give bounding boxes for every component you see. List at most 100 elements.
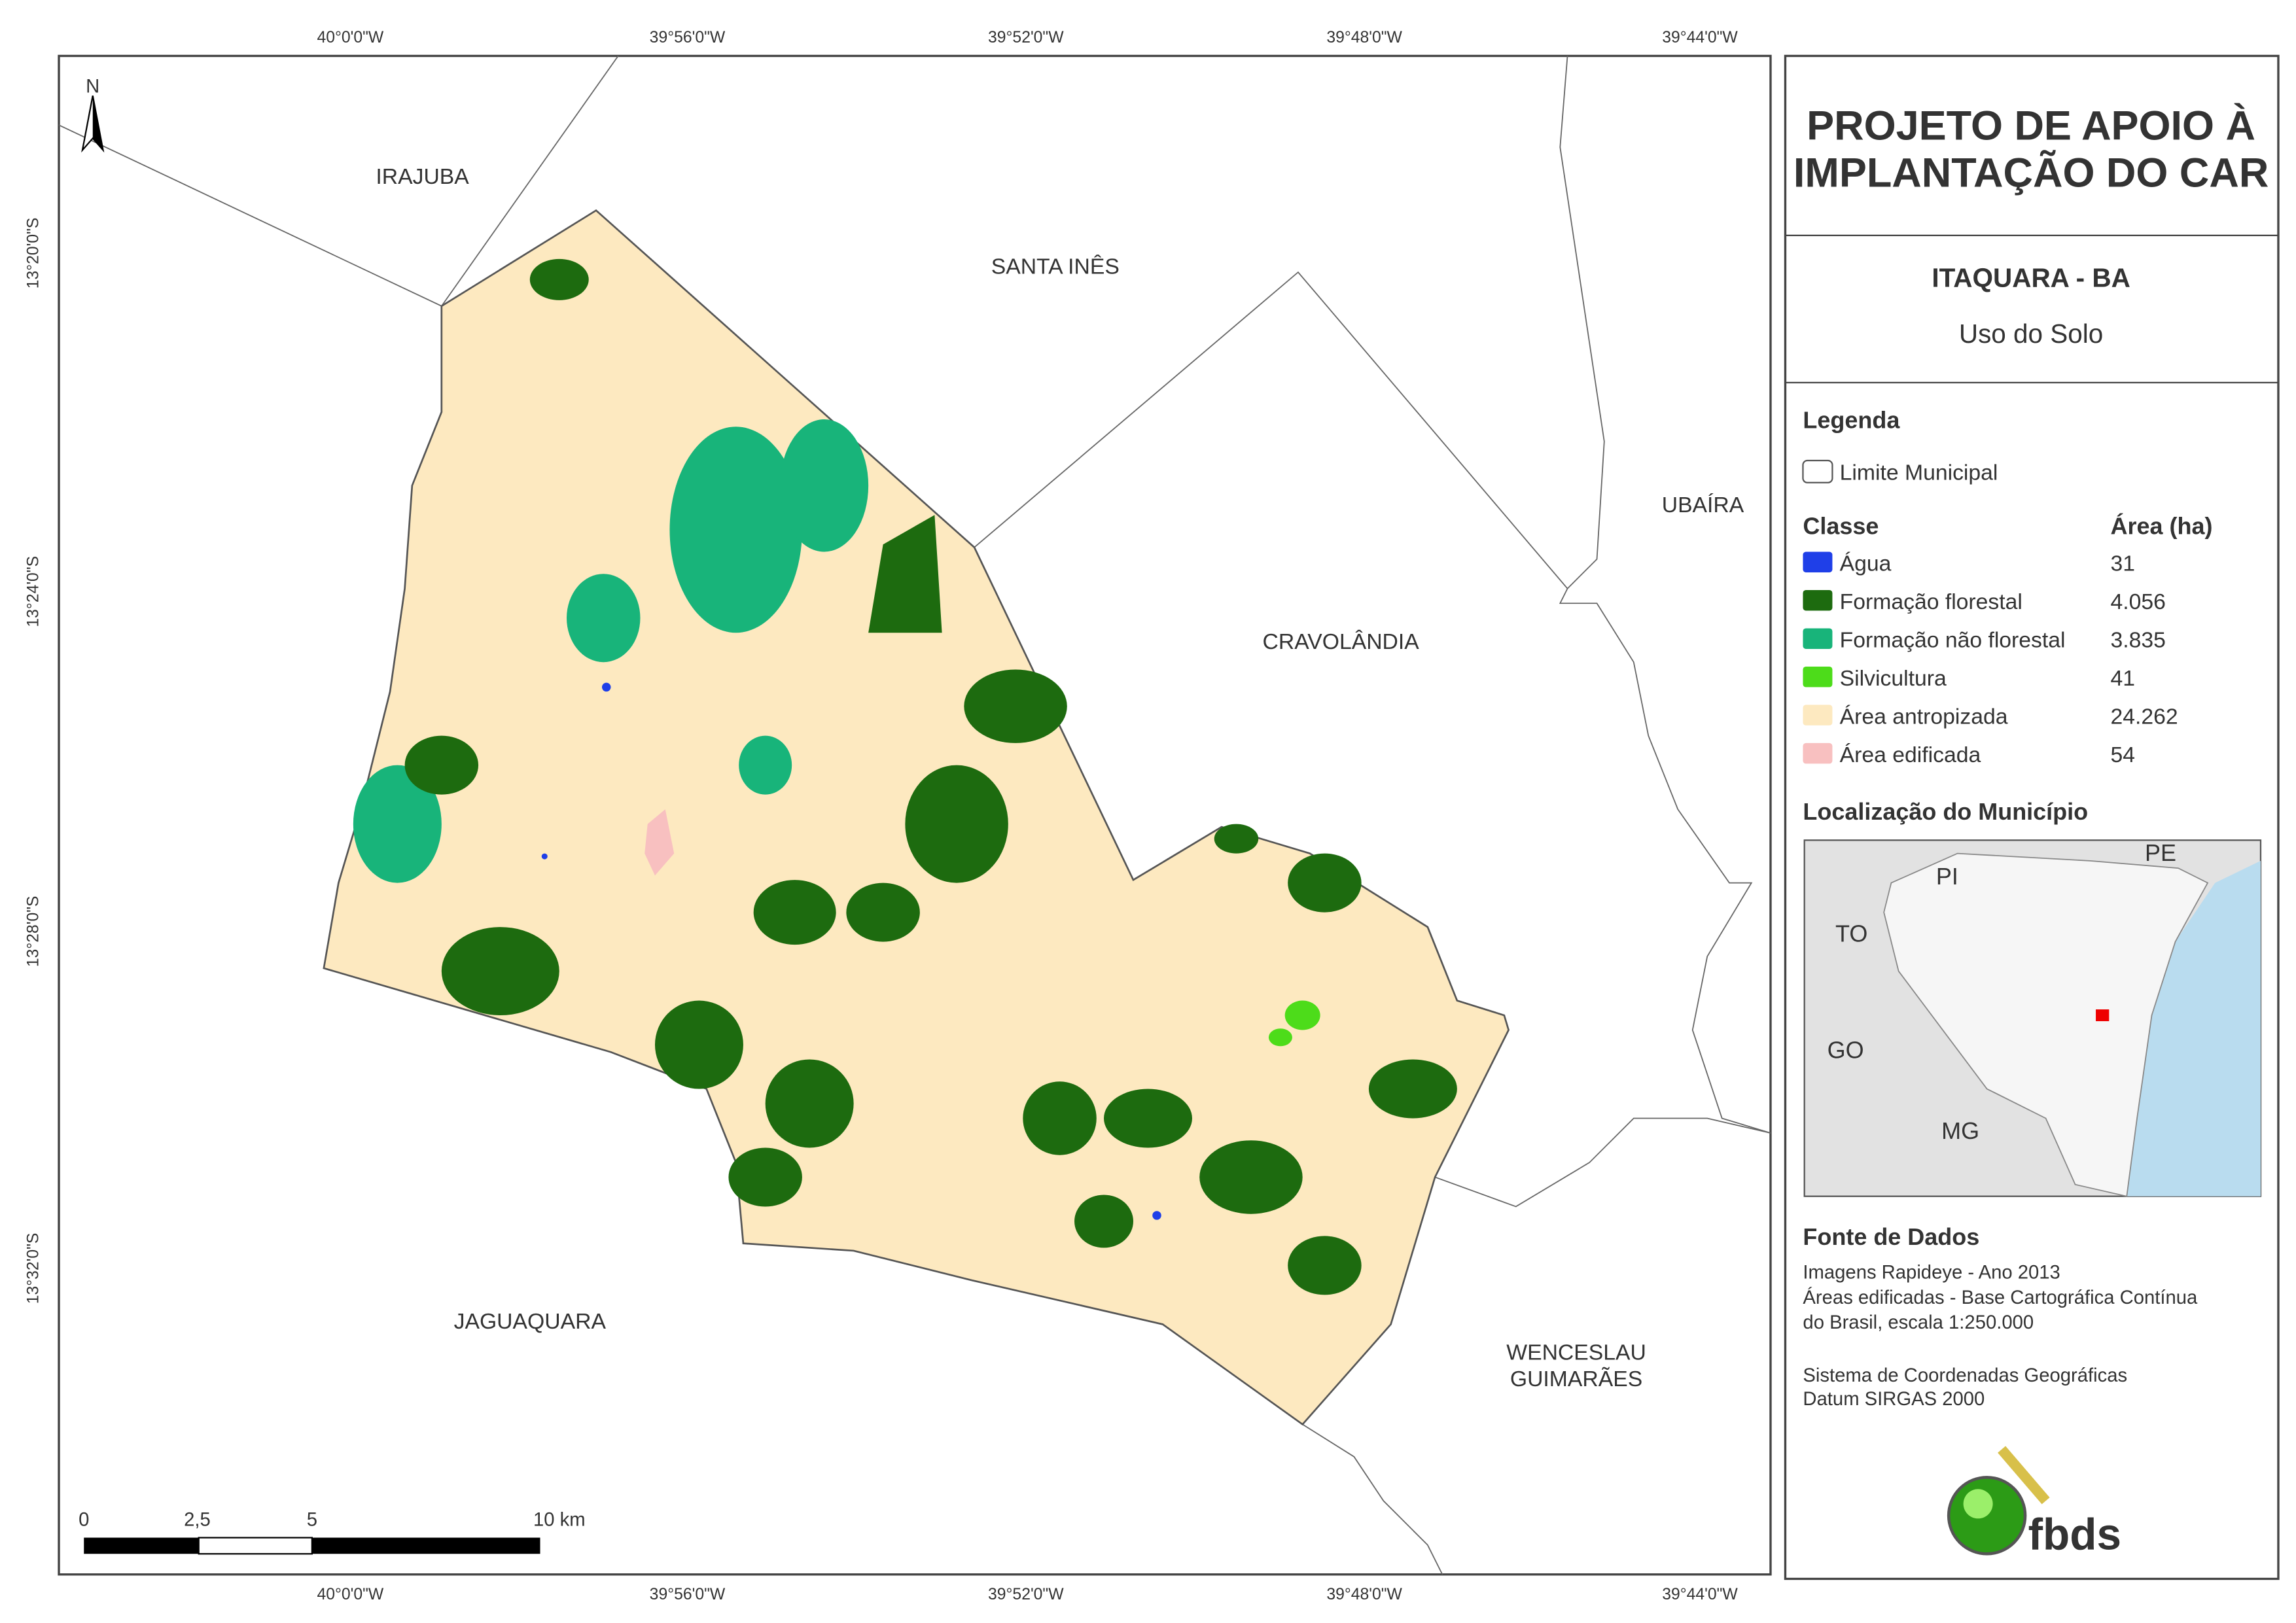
patch [1288,1236,1362,1295]
legend-swatch [1803,589,1833,611]
patch [541,853,548,860]
patch [1023,1081,1097,1155]
patch [1104,1089,1192,1148]
lon-label: 39°48'0"W [1326,1586,1402,1603]
scale-label: 5 [307,1510,317,1531]
patch [353,765,442,883]
patch [765,1059,854,1148]
scale-segment [311,1537,540,1554]
source-line: Sistema de Coordenadas Geográficas [1803,1365,2127,1386]
neighbor-label: WENCESLAU [1506,1340,1646,1365]
class-name: Área antropizada [1840,705,2008,729]
state-label: GO [1828,1036,1864,1063]
neighbor-label: CRAVOLÂNDIA [1263,629,1420,654]
patch [1214,824,1259,854]
patch [1284,1000,1320,1030]
title: IMPLANTAÇÃO DO CAR [1793,150,2269,196]
patch [780,419,869,552]
location-title: Localização do Município [1803,798,2088,825]
patch [905,765,1008,883]
boundary [1434,1117,1771,1208]
patch [404,735,479,795]
inset-state [1883,852,2209,1197]
lon-label: 39°52'0"W [988,1586,1064,1603]
patch [846,882,920,942]
logo-shine [1963,1489,1993,1519]
patch [1199,1140,1303,1214]
logo-bar [1998,1446,2050,1505]
neighbor-label: IRAJUBA [376,164,469,189]
boundary [1302,1423,1443,1575]
north-arrow-half [92,96,103,150]
patch [728,1147,802,1207]
patch [645,809,675,876]
scale-segment [84,1537,199,1554]
lon-label: 39°52'0"W [988,29,1064,46]
patch [602,682,611,692]
boundary [974,271,1771,1134]
lon-label: 39°56'0"W [650,29,726,46]
patch [753,880,836,945]
lat-label: 13°20'0"S [25,218,43,289]
source-line: do Brasil, escala 1:250.000 [1803,1312,2034,1333]
lat-label: 13°28'0"S [25,896,43,967]
lon-label: 40°0'0"W [317,29,383,46]
legend-swatch [1803,666,1833,688]
patch [1074,1195,1134,1248]
scale-label: 2,5 [184,1510,211,1531]
lat-label: 13°24'0"S [25,556,43,627]
patch [1268,1028,1292,1047]
source-line: Imagens Rapideye - Ano 2013 [1803,1263,2060,1283]
lon-label: 39°48'0"W [1326,29,1402,46]
class-name: Formação florestal [1840,589,2022,614]
class-area: 31 [2111,551,2136,576]
patch [669,427,802,633]
legend-swatch [1803,742,1833,764]
scale-label: 10 km [533,1510,586,1531]
scale-segment [198,1537,313,1555]
patch [529,258,589,300]
subtitle: Uso do Solo [1959,319,2103,349]
neighbor-label: SANTA INÊS [991,254,1120,279]
patch [1368,1059,1457,1119]
state-label: MG [1941,1117,1979,1144]
area-header: Área (ha) [2111,513,2213,540]
lat-label: 13°32'0"S [25,1233,43,1304]
class-area: 24.262 [2111,705,2178,729]
source-line: Datum SIRGAS 2000 [1803,1389,1985,1410]
class-area: 41 [2111,666,2136,691]
source-title: Fonte de Dados [1803,1223,1979,1250]
legend-swatch [1803,551,1833,572]
class-name: Silvicultura [1840,666,1947,691]
boundary-swatch [1802,459,1833,483]
title: PROJETO DE APOIO À [1807,103,2255,149]
legend-swatch [1803,705,1833,725]
legend-title: Legenda [1803,407,1900,434]
lon-label: 40°0'0"W [317,1586,383,1603]
patch [1288,853,1362,913]
source-line: Áreas edificadas - Base Cartográfica Con… [1803,1287,2198,1308]
neighbor-label: UBAÍRA [1662,493,1744,517]
boundary [1559,56,1605,589]
inset-sea [2127,860,2261,1196]
patch [1152,1211,1161,1220]
lon-label: 39°44'0"W [1662,29,1738,46]
patch [964,669,1067,743]
neighbor-label: GUIMARÃES [1510,1367,1642,1391]
legend-swatch [1803,628,1833,649]
state-label: PE [2145,839,2176,866]
inset-marker [2096,1009,2110,1022]
class-name: Área edificada [1840,742,1981,767]
patch [868,515,942,633]
place: ITAQUARA - BA [1932,263,2130,293]
class-area: 3.835 [2111,628,2166,653]
patch [654,1000,743,1089]
logo-circle [1947,1476,2027,1556]
patch [567,574,641,663]
land-use-patches [353,258,1457,1295]
class-name: Formação não florestal [1840,628,2066,653]
lon-label: 39°56'0"W [650,1586,726,1603]
north-label: N [86,77,99,97]
